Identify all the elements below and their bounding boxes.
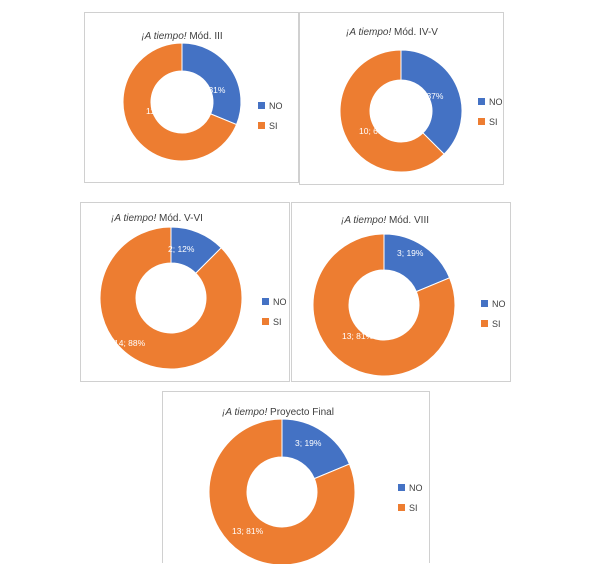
data-label-no: 5; 31% (199, 85, 226, 95)
legend-item-si: SI (262, 315, 287, 328)
legend-swatch-no (481, 300, 488, 307)
legend-label-no: NO (489, 96, 503, 107)
chart-title-italic: ¡A tiempo! (346, 27, 392, 38)
data-label-si: 13; 81% (232, 526, 264, 536)
donut-slice-si (312, 233, 456, 377)
chart-legend: NO SI (478, 95, 503, 135)
legend-swatch-no (262, 298, 269, 305)
legend-label-no: NO (269, 100, 283, 111)
legend-label-no: NO (409, 482, 423, 493)
data-label-no: 2; 12% (168, 244, 195, 254)
donut-chart: 3; 19% 13; 81% (312, 233, 456, 377)
donut-slice-si (339, 49, 445, 173)
data-label-si: 10; 63% (359, 126, 391, 136)
legend-label-no: NO (273, 296, 287, 307)
chart-title: ¡A tiempo! Mód. III (141, 31, 222, 42)
data-label-no: 3; 19% (295, 438, 322, 448)
chart-title-italic: ¡A tiempo! (341, 215, 387, 226)
legend-label-si: SI (273, 316, 282, 327)
legend-label-si: SI (269, 120, 278, 131)
chart-panel-mod-iv-v: ¡A tiempo! Mód. IV-V 6; 37% 10; 63% NO SI (299, 12, 504, 185)
donut-slice-si (99, 226, 243, 370)
chart-title-italic: ¡A tiempo! (222, 407, 268, 418)
legend-item-no: NO (258, 99, 283, 112)
legend-item-si: SI (478, 115, 503, 128)
chart-title-italic: ¡A tiempo! (111, 213, 157, 224)
donut-slice-no (181, 42, 242, 126)
legend-swatch-no (478, 98, 485, 105)
chart-title: ¡A tiempo! Proyecto Final (222, 407, 334, 418)
legend-item-no: NO (398, 481, 423, 494)
data-label-no: 6; 37% (417, 91, 444, 101)
legend-swatch-si (398, 504, 405, 511)
chart-panel-proyecto-final: ¡A tiempo! Proyecto Final 3; 19% 13; 81% … (162, 391, 430, 564)
chart-title-rest: Proyecto Final (267, 407, 334, 418)
chart-legend: NO SI (481, 297, 506, 337)
data-label-no: 3; 19% (397, 248, 424, 258)
donut-slice-si (208, 418, 356, 564)
legend-item-si: SI (258, 119, 283, 132)
data-label-si: 11; 69% (146, 106, 177, 116)
chart-legend: NO SI (258, 99, 283, 139)
chart-title-italic: ¡A tiempo! (141, 31, 187, 42)
legend-label-si: SI (409, 502, 418, 513)
legend-swatch-si (481, 320, 488, 327)
chart-title-rest: Mód. V-VI (156, 213, 203, 224)
donut-slice-no (400, 49, 463, 155)
data-label-si: 13; 81% (342, 331, 374, 341)
legend-item-no: NO (481, 297, 506, 310)
chart-panel-mod-viii: ¡A tiempo! Mód. VIII 3; 19% 13; 81% NO SI (291, 202, 511, 382)
chart-legend: NO SI (262, 295, 287, 335)
legend-label-si: SI (489, 116, 498, 127)
chart-panel-mod-iii: ¡A tiempo! Mód. III 5; 31% 11; 69% NO SI (84, 12, 299, 183)
donut-slice-si (122, 42, 238, 162)
chart-title: ¡A tiempo! Mód. IV-V (346, 27, 438, 38)
donut-chart: 6; 37% 10; 63% (339, 49, 463, 173)
donut-chart: 2; 12% 14; 88% (99, 226, 243, 370)
chart-panel-mod-v-vi: ¡A tiempo! Mód. V-VI 2; 12% 14; 88% NO SI (80, 202, 290, 382)
donut-chart: 5; 31% 11; 69% (122, 42, 242, 162)
donut-chart: 3; 19% 13; 81% (208, 418, 356, 564)
chart-legend: NO SI (398, 481, 423, 521)
legend-swatch-si (478, 118, 485, 125)
legend-label-si: SI (492, 318, 501, 329)
legend-label-no: NO (492, 298, 506, 309)
legend-item-si: SI (398, 501, 423, 514)
legend-item-no: NO (478, 95, 503, 108)
chart-title-rest: Mód. VIII (386, 215, 429, 226)
legend-item-no: NO (262, 295, 287, 308)
chart-title-rest: Mód. IV-V (391, 27, 438, 38)
legend-item-si: SI (481, 317, 506, 330)
chart-title-rest: Mód. III (186, 31, 223, 42)
chart-title: ¡A tiempo! Mód. VIII (341, 215, 429, 226)
chart-title: ¡A tiempo! Mód. V-VI (111, 213, 203, 224)
legend-swatch-si (258, 122, 265, 129)
legend-swatch-no (398, 484, 405, 491)
legend-swatch-no (258, 102, 265, 109)
data-label-si: 14; 88% (114, 338, 146, 348)
legend-swatch-si (262, 318, 269, 325)
